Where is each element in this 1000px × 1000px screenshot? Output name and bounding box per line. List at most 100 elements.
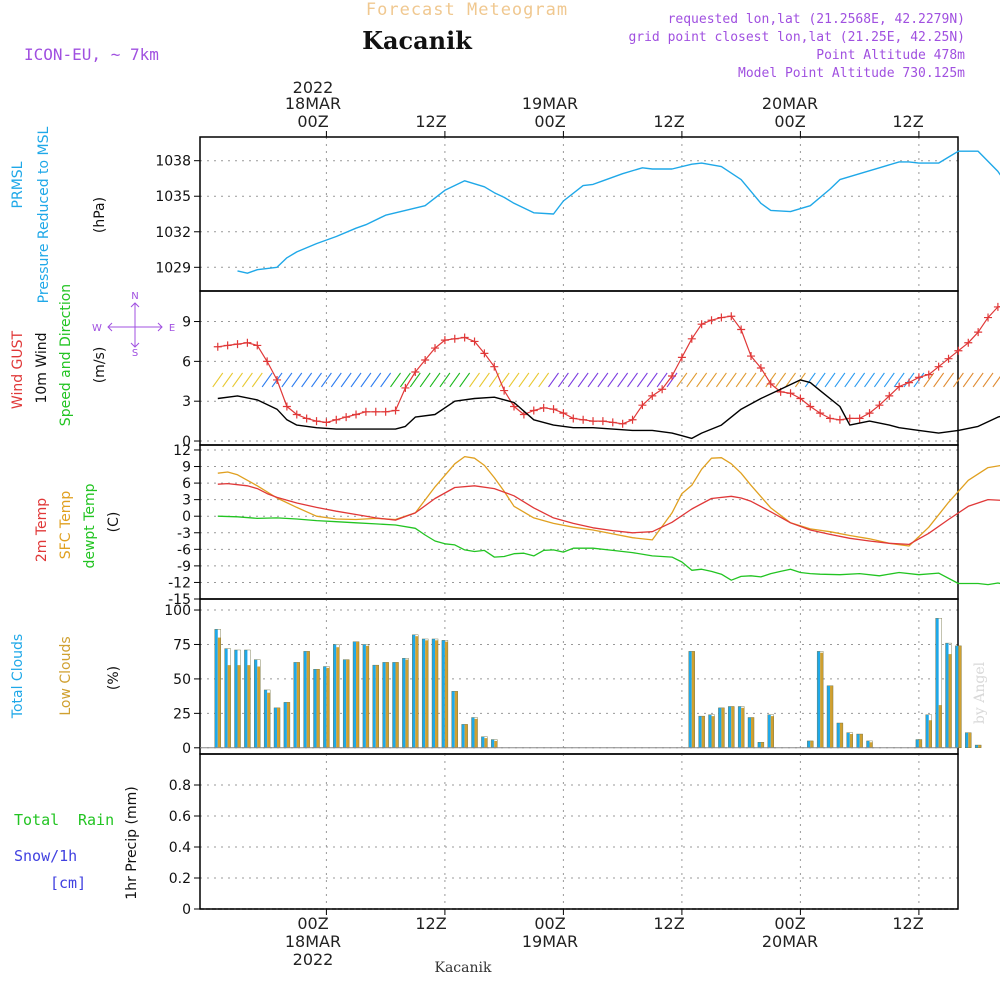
wind-direction-arrow xyxy=(607,372,619,388)
y-tick-label: 0 xyxy=(182,902,191,918)
total-cloud-bar xyxy=(817,651,821,748)
total-cloud-bar xyxy=(836,723,840,748)
wind-direction-arrow xyxy=(222,372,234,388)
gust-point xyxy=(579,415,588,424)
total-cloud-bar xyxy=(353,641,357,748)
wind-direction-arrow xyxy=(824,372,836,388)
gust-point xyxy=(381,407,390,416)
gust-point xyxy=(707,316,716,325)
temp-label-sfc: SFC Temp xyxy=(58,491,74,560)
location-title: Kacanik xyxy=(362,26,473,55)
top-hour-1: 00Z xyxy=(297,112,328,131)
gust-point xyxy=(391,406,400,415)
wind-direction-arrow xyxy=(725,372,737,388)
gust-point xyxy=(322,418,331,427)
gust-point xyxy=(431,344,440,353)
y-tick-label: 1038 xyxy=(155,154,191,170)
precip-label-total: Total xyxy=(14,811,59,829)
low-cloud-bar xyxy=(830,685,834,748)
gust-point xyxy=(934,362,943,371)
low-cloud-bar xyxy=(474,718,478,748)
y-tick-label: 0.4 xyxy=(169,840,191,856)
compass-rose xyxy=(107,302,163,348)
low-cloud-bar xyxy=(415,636,419,748)
low-cloud-bar xyxy=(326,667,330,748)
total-cloud-bar xyxy=(481,736,485,748)
total-cloud-bar xyxy=(392,662,396,748)
y-tick-label: -9 xyxy=(177,559,191,575)
top-day-1: 18MAR xyxy=(285,94,341,113)
gust-point xyxy=(440,336,449,345)
gust-point xyxy=(559,409,568,418)
y-tick-label: 75 xyxy=(173,637,191,653)
gust-point xyxy=(954,346,963,355)
chart-title: Forecast Meteogram xyxy=(366,0,568,20)
precip-label-snow: Snow/1h xyxy=(14,847,77,865)
total-cloud-bar xyxy=(382,662,386,748)
total-cloud-bar xyxy=(925,714,929,748)
gust-point xyxy=(944,354,953,363)
gust-point xyxy=(914,373,923,382)
wind-direction-arrow xyxy=(864,372,875,388)
gust-point xyxy=(697,320,706,329)
gust-point xyxy=(273,375,282,384)
gust-point xyxy=(282,402,291,411)
low-cloud-bar xyxy=(316,669,320,748)
wind-direction-arrow xyxy=(508,372,520,388)
low-cloud-bar xyxy=(968,732,972,748)
total-cloud-bar xyxy=(915,739,919,748)
low-cloud-bar xyxy=(859,734,863,748)
gust-point xyxy=(717,313,726,322)
low-cloud-bar xyxy=(247,665,251,748)
total-cloud-bar xyxy=(856,734,860,748)
low-cloud-bar xyxy=(918,739,922,748)
wind-direction-arrow xyxy=(873,372,885,388)
wind-direction-arrow xyxy=(597,372,609,388)
panel-frame-pressure xyxy=(199,136,959,292)
top-hour-2: 12Z xyxy=(415,112,446,131)
top-day-3: 20MAR xyxy=(762,94,818,113)
compass-east: E xyxy=(169,323,175,334)
gust-point xyxy=(302,414,311,423)
bottom-year: 2022 xyxy=(293,950,334,969)
wind-direction-arrow xyxy=(587,372,599,388)
low-cloud-bar xyxy=(484,738,488,748)
low-cloud-bar xyxy=(356,641,360,748)
wind-label-10m: 10m Wind xyxy=(34,332,50,403)
low-cloud-bar xyxy=(425,640,429,748)
low-cloud-bar xyxy=(958,645,962,748)
series-sfc-temp-line xyxy=(217,455,1000,547)
total-cloud-bar xyxy=(846,732,850,748)
total-cloud-bar xyxy=(422,638,426,748)
wind-direction-arrow xyxy=(557,372,569,388)
gust-point xyxy=(539,403,548,412)
wind-direction-arrow xyxy=(715,372,727,388)
wind-direction-arrow xyxy=(478,372,490,388)
y-tick-label: 0.8 xyxy=(169,778,191,794)
panel-frame-wind xyxy=(199,290,959,446)
gust-point xyxy=(450,334,459,343)
precip-unit: 1hr Precip (mm) xyxy=(124,786,140,899)
low-cloud-bar xyxy=(257,666,261,748)
low-cloud-bar xyxy=(978,745,982,748)
compass-north: N xyxy=(131,291,138,302)
total-cloud-bar xyxy=(461,724,465,748)
total-cloud-bar xyxy=(402,658,406,748)
precip-label-rain: Rain xyxy=(78,811,114,829)
series-dewpt-line xyxy=(217,515,1000,586)
wind-direction-arrow xyxy=(241,372,253,388)
top-hour-6: 12Z xyxy=(892,112,923,131)
wind-direction-arrow xyxy=(943,372,954,388)
wind-direction-arrow xyxy=(518,372,530,388)
gust-point xyxy=(263,357,272,366)
wind-direction-arrow xyxy=(538,372,550,388)
low-cloud-bar xyxy=(731,706,735,748)
y-tick-label: 50 xyxy=(173,672,191,688)
gust-point xyxy=(855,414,864,423)
panel-frame-temperature xyxy=(199,444,959,600)
cloud-bar-outline xyxy=(965,732,972,749)
low-cloud-bar xyxy=(820,652,824,748)
y-tick-label: -6 xyxy=(177,542,191,558)
compass-west: W xyxy=(92,323,102,334)
low-cloud-bar xyxy=(751,717,755,748)
